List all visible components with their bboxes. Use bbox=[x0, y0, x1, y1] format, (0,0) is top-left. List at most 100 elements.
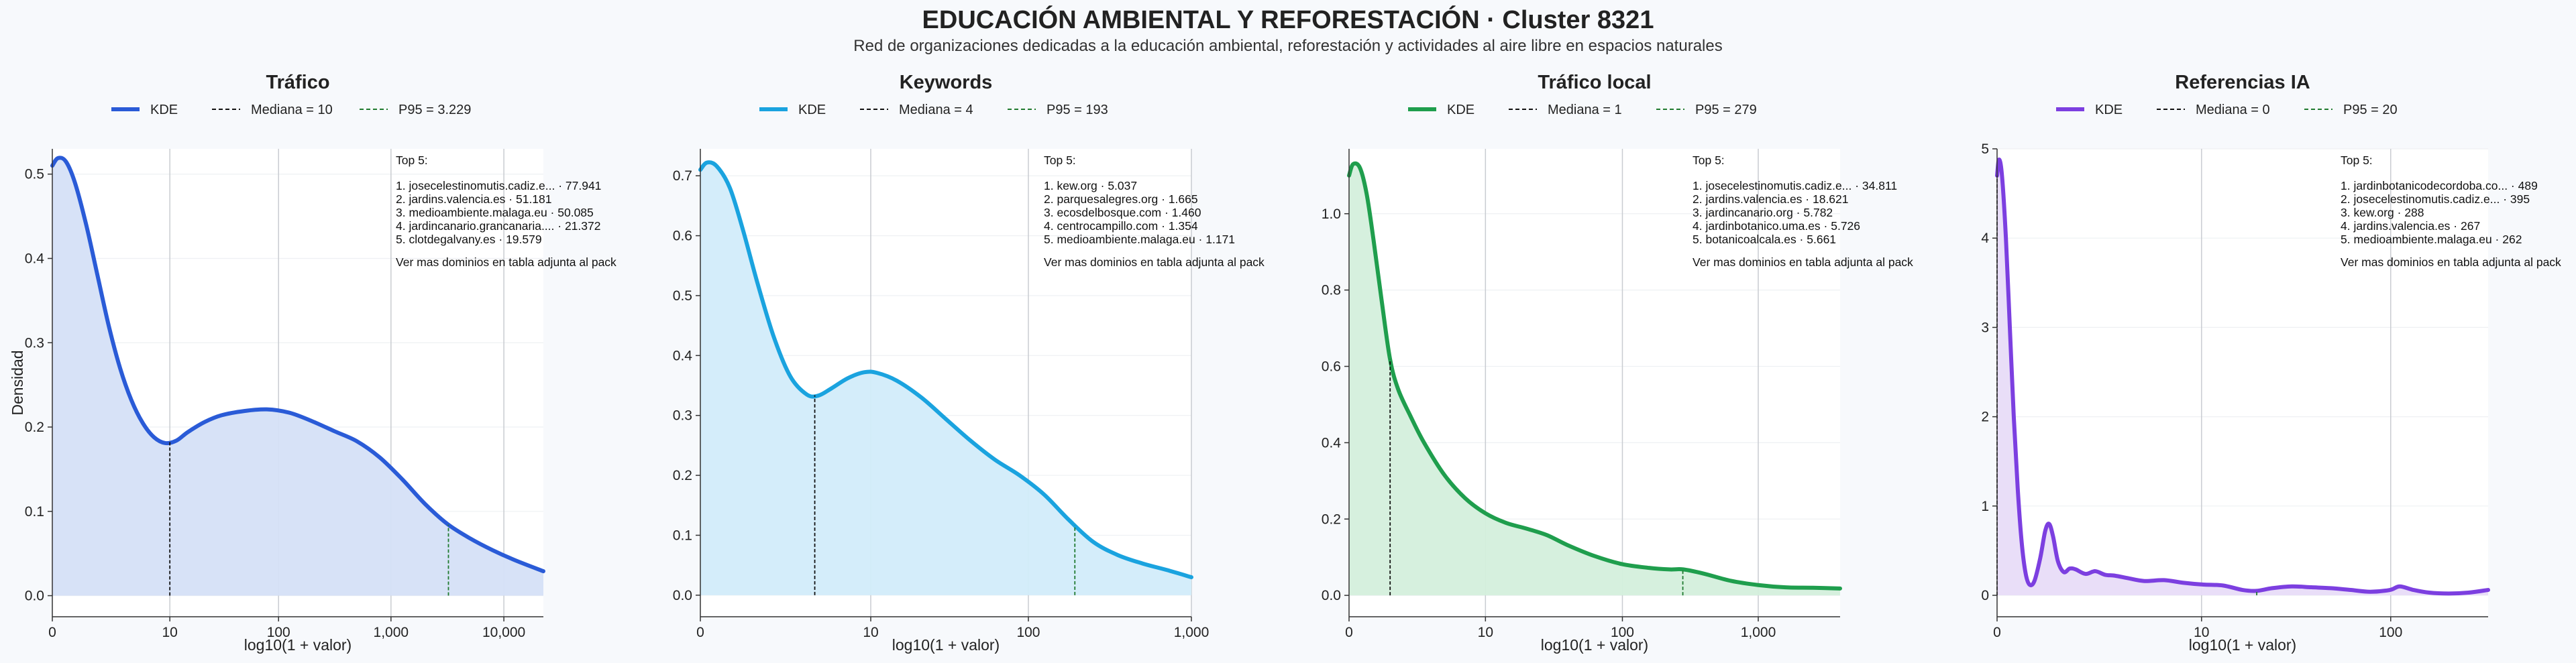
top5-item: 4. jardinbotanico.uma.es · 5.726 bbox=[1693, 219, 1860, 233]
top5-item: 2. jardins.valencia.es · 18.621 bbox=[1693, 192, 1849, 206]
plot-area bbox=[1997, 149, 2488, 617]
top5-title: Top 5: bbox=[396, 154, 428, 167]
legend-median-label: Mediana = 10 bbox=[251, 103, 333, 117]
y-tick-label: 0.0 bbox=[25, 589, 44, 604]
y-tick-label: 0.2 bbox=[1322, 511, 1341, 527]
y-tick-label: 0 bbox=[1981, 588, 1989, 603]
y-tick-label: 0.6 bbox=[1322, 359, 1341, 375]
y-tick-label: 5 bbox=[1981, 141, 1989, 157]
y-tick-label: 0.0 bbox=[673, 588, 692, 603]
y-tick-label: 0.1 bbox=[673, 528, 692, 543]
legend-kde-label: KDE bbox=[150, 103, 178, 117]
x-axis-label: log10(1 + valor) bbox=[2189, 636, 2296, 654]
y-tick-label: 4 bbox=[1981, 231, 1989, 246]
legend: KDE Mediana = 1 P95 = 279 bbox=[1408, 103, 1757, 117]
panel-title: Referencias IA bbox=[2175, 72, 2310, 93]
legend-median-label: Mediana = 1 bbox=[1548, 103, 1622, 117]
x-tick-label: 10,000 bbox=[482, 625, 525, 640]
top5-footer: Ver mas dominios en tabla adjunta al pac… bbox=[396, 255, 616, 269]
legend-median-label: Mediana = 4 bbox=[899, 103, 973, 117]
top5-title: Top 5: bbox=[1044, 154, 1076, 167]
top5-footer: Ver mas dominios en tabla adjunta al pac… bbox=[1044, 255, 1265, 269]
top5-title: Top 5: bbox=[2341, 154, 2373, 167]
kde-area bbox=[52, 158, 543, 596]
kde-line bbox=[1995, 157, 2490, 596]
y-tick-label: 0.1 bbox=[25, 504, 44, 520]
top5-item: 3. medioambiente.malaga.eu · 50.085 bbox=[396, 206, 594, 219]
legend-p95-label: P95 = 279 bbox=[1695, 103, 1757, 117]
top5-footer: Ver mas dominios en tabla adjunta al pac… bbox=[1693, 255, 1913, 269]
kde-line bbox=[698, 160, 1193, 580]
y-tick-label: 0.0 bbox=[1322, 588, 1341, 603]
legend-kde-label: KDE bbox=[2095, 103, 2123, 117]
y-tick-label: 0.2 bbox=[25, 420, 44, 435]
y-tick-label: 3 bbox=[1981, 320, 1989, 335]
kde-line bbox=[50, 156, 545, 574]
legend-p95-label: P95 = 20 bbox=[2343, 103, 2398, 117]
y-tick-label: 0.3 bbox=[25, 335, 44, 351]
page-subtitle: Red de organizaciones dedicadas a la edu… bbox=[853, 37, 1722, 55]
y-tick-label: 0.8 bbox=[1322, 283, 1341, 298]
top5-item: 3. kew.org · 288 bbox=[2341, 206, 2424, 219]
kde-area bbox=[1349, 163, 1840, 596]
y-tick-label: 0.2 bbox=[673, 468, 692, 483]
y-tick-label: 0.7 bbox=[673, 168, 692, 184]
panel-title: Keywords bbox=[900, 72, 993, 93]
y-axis-label: Densidad bbox=[9, 350, 26, 415]
x-axis-label: log10(1 + valor) bbox=[892, 636, 1000, 654]
y-tick-label: 2 bbox=[1981, 410, 1989, 425]
y-tick-label: 0.3 bbox=[673, 408, 692, 424]
top5-annotation: Top 5: 1. jardinbotanicodecordoba.co... ·… bbox=[2341, 154, 2561, 269]
y-tick-label: 0.5 bbox=[673, 288, 692, 304]
top5-item: 4. jardins.valencia.es · 267 bbox=[2341, 219, 2480, 233]
panel-title: Tráfico bbox=[266, 72, 329, 93]
page-title: EDUCACIÓN AMBIENTAL Y REFORESTACIÓN · Cl… bbox=[922, 5, 1654, 34]
x-tick-label: 100 bbox=[1611, 625, 1634, 640]
x-tick-label: 1,000 bbox=[1174, 625, 1210, 640]
x-tick-label: 0 bbox=[1345, 625, 1353, 640]
kde-area bbox=[1997, 159, 2488, 596]
legend-kde-label: KDE bbox=[798, 103, 826, 117]
x-tick-label: 0 bbox=[48, 625, 56, 640]
x-axis-label: log10(1 + valor) bbox=[244, 636, 352, 654]
top5-item: 5. botanicoalcala.es · 5.661 bbox=[1693, 233, 1836, 246]
top5-annotation: Top 5: 1. josecelestinomutis.cadiz.e... ·… bbox=[1693, 154, 1913, 269]
y-tick-label: 1 bbox=[1981, 499, 1989, 514]
top5-item: 2. parquesalegres.org · 1.665 bbox=[1044, 192, 1198, 206]
x-tick-label: 10 bbox=[162, 625, 177, 640]
x-tick-label: 0 bbox=[696, 625, 704, 640]
y-tick-label: 0.4 bbox=[1322, 435, 1342, 450]
top5-item: 3. ecosdelbosque.com · 1.460 bbox=[1044, 206, 1201, 219]
x-tick-label: 100 bbox=[2379, 625, 2402, 640]
x-tick-label: 10 bbox=[863, 625, 878, 640]
top5-item: 3. jardincanario.org · 5.782 bbox=[1693, 206, 1833, 219]
chart-panel: 0.0 0.1 0.2 0.3 0.4 0.5 0 10 100 1,000 10,000 log10… bbox=[9, 72, 616, 654]
y-tick-label: 0.5 bbox=[25, 167, 44, 182]
chart-panel: 0 1 2 3 4 5 0 10 100 log10(1 + valor) Referencias … bbox=[1981, 72, 2561, 654]
legend: KDE Mediana = 10 P95 = 3.229 bbox=[111, 103, 471, 117]
chart-panel: 0.0 0.1 0.2 0.3 0.4 0.5 0.6 0.7 0 10 100 1,000 log10… bbox=[673, 72, 1265, 654]
top5-annotation: Top 5: 1. josecelestinomutis.cadiz.e... ·… bbox=[396, 154, 616, 269]
x-tick-label: 1,000 bbox=[1741, 625, 1776, 640]
legend-p95-label: P95 = 193 bbox=[1046, 103, 1108, 117]
x-tick-label: 10 bbox=[2194, 625, 2209, 640]
legend-kde-label: KDE bbox=[1447, 103, 1474, 117]
top5-item: 2. josecelestinomutis.cadiz.e... · 395 bbox=[2341, 192, 2530, 206]
kde-line bbox=[1347, 161, 1842, 591]
top5-item: 1. josecelestinomutis.cadiz.e... · 77.94… bbox=[396, 179, 601, 192]
x-tick-label: 1,000 bbox=[374, 625, 409, 640]
top5-item: 1. kew.org · 5.037 bbox=[1044, 179, 1137, 192]
top5-item: 2. jardins.valencia.es · 51.181 bbox=[396, 192, 552, 206]
top5-item: 5. medioambiente.malaga.eu · 262 bbox=[2341, 233, 2522, 246]
panel-title: Tráfico local bbox=[1538, 72, 1651, 93]
y-tick-label: 1.0 bbox=[1322, 206, 1341, 222]
top5-item: 1. jardinbotanicodecordoba.co... · 489 bbox=[2341, 179, 2538, 192]
x-tick-label: 0 bbox=[1993, 625, 2001, 640]
x-axis-label: log10(1 + valor) bbox=[1541, 636, 1648, 654]
legend: KDE Mediana = 0 P95 = 20 bbox=[2056, 103, 2398, 117]
top5-title: Top 5: bbox=[1693, 154, 1725, 167]
y-tick-label: 0.4 bbox=[673, 348, 693, 363]
panels: 0.00.10.20.30.40.50 10 100 1,000 10,000log10… bbox=[9, 72, 2561, 654]
